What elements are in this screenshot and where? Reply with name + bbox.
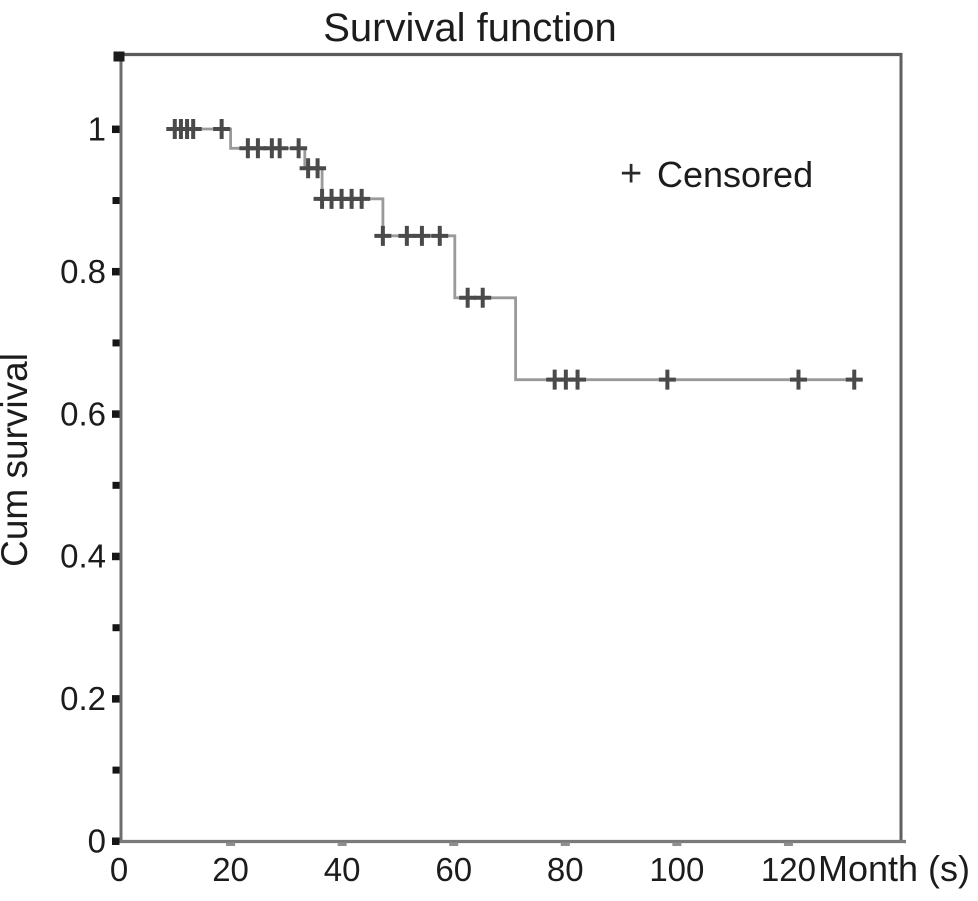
censor-mark bbox=[459, 287, 477, 308]
y-minor-tick bbox=[112, 766, 120, 774]
x-tick-label: 100 bbox=[649, 851, 704, 888]
censor-mark bbox=[353, 188, 371, 209]
x-tick-label: 120 bbox=[761, 851, 816, 888]
x-tick-label: 0 bbox=[110, 851, 128, 888]
censor-mark bbox=[271, 138, 289, 159]
y-axis-ticks: 0 0.2 0.4 0.6 0.8 1 bbox=[60, 111, 120, 860]
y-axis-endcap bbox=[113, 51, 125, 62]
y-tick bbox=[112, 552, 120, 561]
censor-mark bbox=[398, 225, 416, 246]
y-tick-label: 0.4 bbox=[60, 538, 106, 575]
legend-censored-label: Censored bbox=[657, 154, 813, 195]
x-tick-label: 80 bbox=[547, 851, 584, 888]
y-tick-label: 0.8 bbox=[60, 253, 106, 290]
x-axis-label: Month (s) bbox=[818, 848, 970, 889]
x-tick bbox=[560, 842, 570, 846]
legend-censored-marker: + bbox=[620, 153, 642, 195]
y-tick bbox=[112, 837, 120, 845]
censor-mark bbox=[474, 287, 492, 308]
y-tick-label: 0 bbox=[88, 823, 106, 860]
x-tick bbox=[226, 842, 236, 846]
censor-mark bbox=[658, 369, 676, 390]
censor-mark bbox=[309, 158, 327, 179]
x-tick-label: 20 bbox=[212, 851, 249, 888]
y-tick-label: 0.2 bbox=[60, 680, 106, 717]
y-tick bbox=[112, 695, 120, 703]
y-axis-label: Cum survival bbox=[0, 353, 35, 567]
y-tick-label: 0.6 bbox=[60, 395, 106, 432]
censor-mark bbox=[374, 225, 392, 246]
x-axis-ticks: 0 20 40 60 80 100 120 bbox=[110, 842, 816, 888]
chart-title: Survival function bbox=[323, 6, 616, 50]
x-tick-label: 60 bbox=[435, 851, 472, 888]
censor-mark bbox=[431, 225, 449, 246]
x-tick bbox=[672, 842, 682, 846]
y-minor-tick bbox=[112, 339, 120, 347]
y-minor-tick bbox=[112, 197, 120, 205]
y-minor-tick bbox=[112, 481, 120, 489]
censor-mark bbox=[569, 369, 587, 390]
x-tick bbox=[449, 842, 459, 846]
censor-mark bbox=[213, 119, 231, 140]
y-tick bbox=[112, 410, 120, 418]
x-tick bbox=[337, 842, 347, 846]
censor-marks-group bbox=[166, 119, 863, 390]
censor-mark bbox=[184, 119, 202, 140]
y-tick bbox=[112, 267, 120, 276]
censor-mark bbox=[789, 369, 807, 390]
y-minor-tick bbox=[112, 624, 120, 632]
censor-mark bbox=[413, 225, 431, 246]
censor-mark bbox=[290, 138, 308, 159]
y-tick-label: 1 bbox=[88, 111, 106, 148]
y-axis bbox=[113, 51, 125, 843]
y-tick bbox=[112, 125, 120, 134]
x-tick-label: 40 bbox=[324, 851, 361, 888]
legend: + Censored bbox=[620, 153, 813, 195]
x-tick bbox=[783, 842, 793, 846]
censor-mark bbox=[845, 369, 863, 390]
plot-frame bbox=[117, 52, 903, 843]
